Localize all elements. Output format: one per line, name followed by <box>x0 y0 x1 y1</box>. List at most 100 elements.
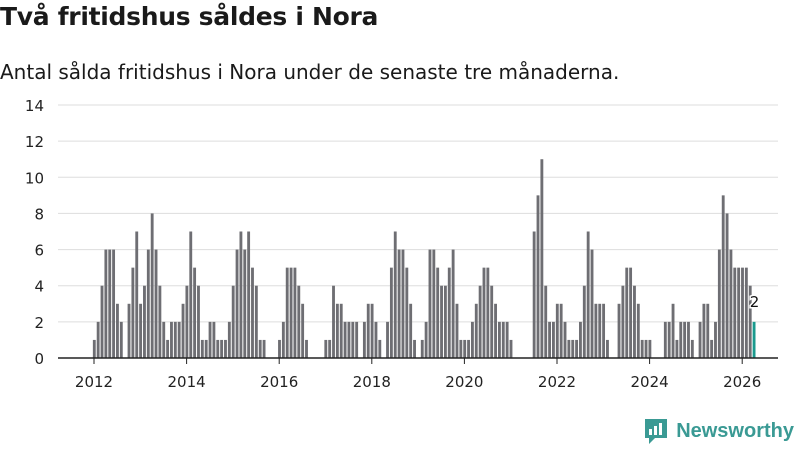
bar <box>575 339 579 358</box>
bar <box>644 339 648 358</box>
x-tick-label: 2022 <box>538 373 576 391</box>
bar <box>297 285 301 358</box>
y-tick-label: 8 <box>34 205 44 223</box>
bar <box>166 339 170 358</box>
chart-title: Två fritidshus såldes i Nora <box>0 2 379 31</box>
bar <box>212 321 216 358</box>
bar <box>104 249 108 358</box>
bar <box>436 267 440 358</box>
bar <box>594 303 598 358</box>
chart-subtitle: Antal sålda fritidshus i Nora under de s… <box>0 60 620 84</box>
bar <box>474 303 478 358</box>
bar <box>598 303 602 358</box>
bar <box>135 231 139 358</box>
bar <box>555 303 559 358</box>
bar <box>189 231 193 358</box>
bar <box>663 321 667 358</box>
bar <box>467 339 470 358</box>
bar <box>725 213 729 358</box>
bar <box>443 285 447 358</box>
bar <box>343 321 347 358</box>
bar <box>567 339 571 358</box>
bar <box>690 339 694 358</box>
bar <box>640 339 644 358</box>
bar <box>413 339 416 358</box>
bar <box>378 339 382 358</box>
bar <box>409 303 413 358</box>
bar <box>397 249 401 358</box>
bar <box>451 249 455 358</box>
bar <box>197 285 200 358</box>
x-tick-label: 2012 <box>75 373 113 391</box>
bar <box>251 267 254 358</box>
bar <box>559 303 563 358</box>
bar <box>440 285 443 358</box>
bar <box>548 321 552 358</box>
bar <box>247 231 251 358</box>
bar <box>482 267 486 358</box>
bar <box>393 231 397 358</box>
bar <box>143 285 146 358</box>
bar <box>281 321 285 358</box>
bar <box>582 285 586 358</box>
bar <box>405 267 409 358</box>
bar <box>127 303 131 358</box>
bar <box>744 267 748 358</box>
bar <box>586 231 590 358</box>
y-tick-label: 4 <box>34 278 44 296</box>
bar <box>733 267 737 358</box>
bar <box>200 339 204 358</box>
bar <box>301 303 305 358</box>
bar <box>633 285 636 358</box>
bar <box>540 159 544 358</box>
y-tick-label: 14 <box>25 97 44 115</box>
bar <box>509 339 513 358</box>
newsworthy-logo: Newsworthy <box>643 417 794 445</box>
bar <box>181 303 185 358</box>
bar <box>432 249 436 358</box>
bar <box>289 267 293 358</box>
bar <box>470 321 474 358</box>
bar <box>366 303 370 358</box>
bar <box>108 249 112 358</box>
grid-lines <box>58 104 778 323</box>
bar <box>100 285 104 358</box>
bar <box>621 285 625 358</box>
bar <box>702 303 706 358</box>
latest-value-label: 2 <box>750 293 760 311</box>
bar <box>675 339 679 358</box>
bar <box>208 321 212 358</box>
bar <box>671 303 675 358</box>
x-tick-label: 2016 <box>260 373 298 391</box>
bar <box>636 303 640 358</box>
bar <box>116 303 119 358</box>
bar <box>146 249 150 358</box>
bar <box>351 321 355 358</box>
bar <box>324 339 328 358</box>
bar <box>386 321 389 358</box>
x-tick-label: 2024 <box>631 373 669 391</box>
bar <box>278 339 281 358</box>
bar <box>494 303 497 358</box>
bar <box>748 285 752 358</box>
bar <box>741 267 744 358</box>
bar <box>220 339 224 358</box>
bar <box>293 267 297 358</box>
bar <box>262 339 266 358</box>
bar <box>328 339 332 358</box>
bar <box>355 321 359 358</box>
bar <box>490 285 494 358</box>
bar <box>154 249 158 358</box>
y-tick-label: 12 <box>25 133 44 151</box>
annotations: 2 <box>748 291 761 312</box>
bar <box>629 267 633 358</box>
bar <box>162 321 166 358</box>
bar <box>243 249 247 358</box>
bar <box>459 339 463 358</box>
bar <box>335 303 339 358</box>
bar <box>139 303 143 358</box>
bar <box>401 249 405 358</box>
bar <box>285 267 289 358</box>
bar <box>235 249 239 358</box>
bar <box>563 321 567 358</box>
